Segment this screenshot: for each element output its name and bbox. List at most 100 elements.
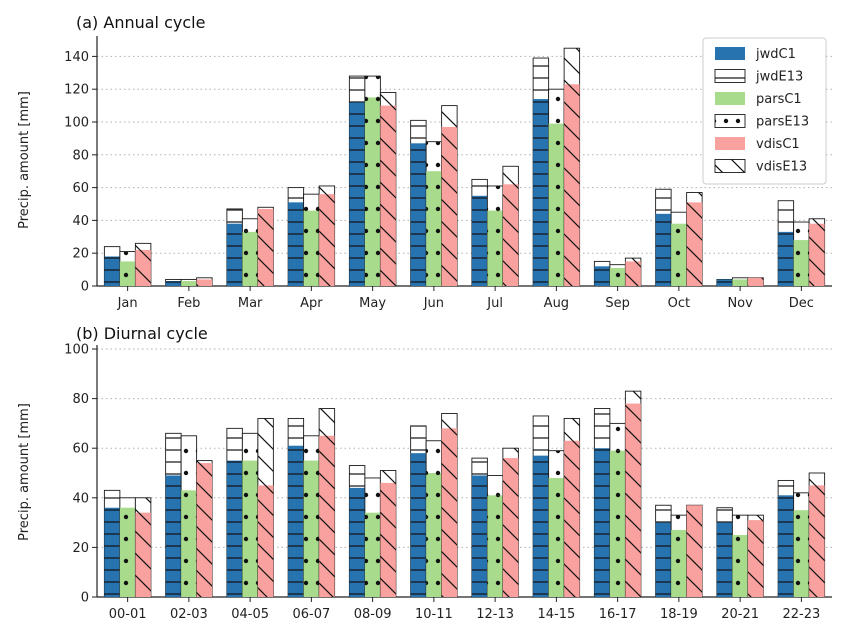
diurnal-bar-jwdC1-hatch [533,455,549,597]
annual-x-tick-label: Jul [486,296,503,311]
diurnal-bar-vdisC1-hatch [257,485,274,597]
diurnal-bar-vdisC1-hatch [625,403,641,597]
diurnal-bar-jwdC1-hatch [716,522,733,597]
annual-bar-jwdC1-hatch [778,231,794,286]
diurnal-bar-jwdC1-hatch [165,475,182,597]
legend: jwdC1 jwdE13 parsC1 parsE13 vdisC1 vdisE13 [702,37,827,185]
diurnal-y-tick-label: 60 [72,442,89,457]
diurnal-bar-jwdC1-hatch [410,453,427,597]
annual-bar-vdisC1-hatch [319,194,335,286]
diurnal-bar-jwdC1-hatch [778,495,794,597]
annual-y-axis-label: Precip. amount [mm] [17,91,32,229]
annual-bar-vdisC1-hatch [747,277,764,286]
annual-bar-parsC1-hatch [732,279,748,286]
legend-swatch-jwdC1 [715,47,745,60]
legend-label-parsC1: parsC1 [756,92,802,107]
annual-bar-vdisC1-hatch [257,208,274,286]
diurnal-bar-jwdC1-hatch [349,487,365,597]
annual-bar-jwdC1-hatch [288,202,304,286]
diurnal-x-tick-label: 12-13 [476,607,514,622]
diurnal-bar-parsC1-hatch [242,460,258,597]
diurnal-bar-parsC1-hatch [426,473,442,597]
annual-bar-vdisC1-hatch [686,202,703,286]
legend-swatch-hatch-vdisE13 [715,159,745,173]
diurnal-bar-vdisC1-hatch [196,463,213,597]
diurnal-bar-vdisC1-hatch [441,428,458,597]
diurnal-y-tick-label: 0 [81,591,89,606]
diurnal-x-tick-label: 22-23 [782,607,820,622]
diurnal-bar-parsC1-hatch [487,495,503,597]
diurnal-bar-jwdC1-hatch [655,522,672,597]
legend-label-jwdE13: jwdE13 [755,70,803,85]
annual-bar-jwdC1-hatch [716,279,733,286]
annual-x-tick-label: Dec [789,296,814,311]
annual-x-tick-label: Oct [668,296,690,311]
diurnal-y-tick-label: 80 [72,392,89,407]
annual-bar-parsC1-hatch [793,240,810,286]
annual-bar-parsC1-hatch [548,123,565,286]
annual-bar-parsC1-hatch [181,281,197,286]
legend-label-parsE13: parsE13 [756,115,809,130]
annual-bar-jwdC1-hatch [165,281,182,286]
annual-x-tick-label: Sep [605,296,630,311]
diurnal-x-tick-label: 02-03 [170,607,208,622]
annual-bar-parsC1-hatch [364,97,381,287]
annual-bar-parsC1-hatch [242,231,258,286]
annual-plot-area: 0 20 40 60 80 100 120 140 Jan Feb Mar Apr May Jun Jul A… [64,36,832,311]
annual-x-tick-label: Jan [117,296,138,311]
annual-bar-parsC1-hatch [671,223,687,286]
diurnal-bar-vdisC1-hatch [380,482,396,597]
diurnal-y-tick-label: 20 [72,541,89,556]
diurnal-x-tick-label: 18-19 [660,607,698,622]
annual-bar-jwdC1-hatch [226,223,243,286]
annual-x-tick-label: Aug [544,296,569,311]
diurnal-bar-jwdC1-hatch [594,448,610,597]
annual-bar-parsC1-hatch [119,261,136,286]
diurnal-x-tick-label: 00-01 [109,607,147,622]
annual-bar-parsC1-hatch [303,210,320,286]
diurnal-x-tick-label: 16-17 [599,607,637,622]
diurnal-bar-parsC1-hatch [609,450,626,597]
legend-swatch-hatch-parsE13 [715,114,745,128]
diurnal-y-axis-label: Precip. amount [mm] [17,403,32,541]
diurnal-bar-jwdC1-hatch [226,460,243,597]
annual-x-tick-label: Mar [238,296,263,311]
annual-y-tick-label: 0 [81,280,89,295]
annual-chart-title: (a) Annual cycle [76,13,205,32]
annual-bar-jwdC1-hatch [410,143,427,286]
annual-bar-parsC1-hatch [609,267,626,286]
diurnal-x-tick-label: 06-07 [292,607,330,622]
annual-bar-vdisC1-hatch [441,126,458,286]
annual-bar-vdisC1-hatch [564,84,580,286]
diurnal-bar-parsC1-hatch [181,490,197,597]
annual-bar-vdisC1-hatch [196,279,213,286]
annual-bar-parsC1-hatch [487,210,503,286]
annual-bar-vdisC1-hatch [625,261,641,286]
annual-bar-jwdC1-hatch [533,99,549,286]
diurnal-x-tick-label: 10-11 [415,607,453,622]
diurnal-bar-vdisC1-hatch [564,440,580,597]
annual-y-tick-label: 20 [72,247,89,262]
diurnal-bar-parsC1-hatch [671,530,687,597]
annual-bar-parsC1-hatch [426,171,442,286]
annual-bar-jwdC1-hatch [594,266,610,286]
diurnal-bar-vdisC1-hatch [747,520,764,597]
legend-swatch-hatch-jwdE13 [715,69,745,83]
diurnal-bar-vdisC1-hatch [319,435,335,597]
annual-bar-jwdC1-hatch [104,256,120,286]
diurnal-bar-jwdC1-hatch [104,507,120,597]
legend-label-jwdC1: jwdC1 [755,47,796,62]
diurnal-y-tick-label: 100 [64,343,89,358]
diurnal-x-tick-label: 14-15 [537,607,575,622]
diurnal-x-tick-label: 08-09 [354,607,392,622]
annual-y-tick-label: 100 [64,116,89,131]
diurnal-plot-area: 0 20 40 60 80 100 00-01 02-03 04-05 06-07 08-09 10-… [64,343,832,622]
diurnal-y-tick-label: 40 [72,491,89,506]
legend-swatch-vdisC1 [715,137,745,150]
annual-y-tick-label: 140 [64,50,89,65]
annual-x-tick-label: May [359,296,386,311]
diurnal-cycle-chart: (b) Diurnal cycle Precip. amount [mm] 02… [17,324,832,622]
annual-bar-jwdC1-hatch [471,195,488,286]
annual-y-tick-label: 40 [72,214,89,229]
